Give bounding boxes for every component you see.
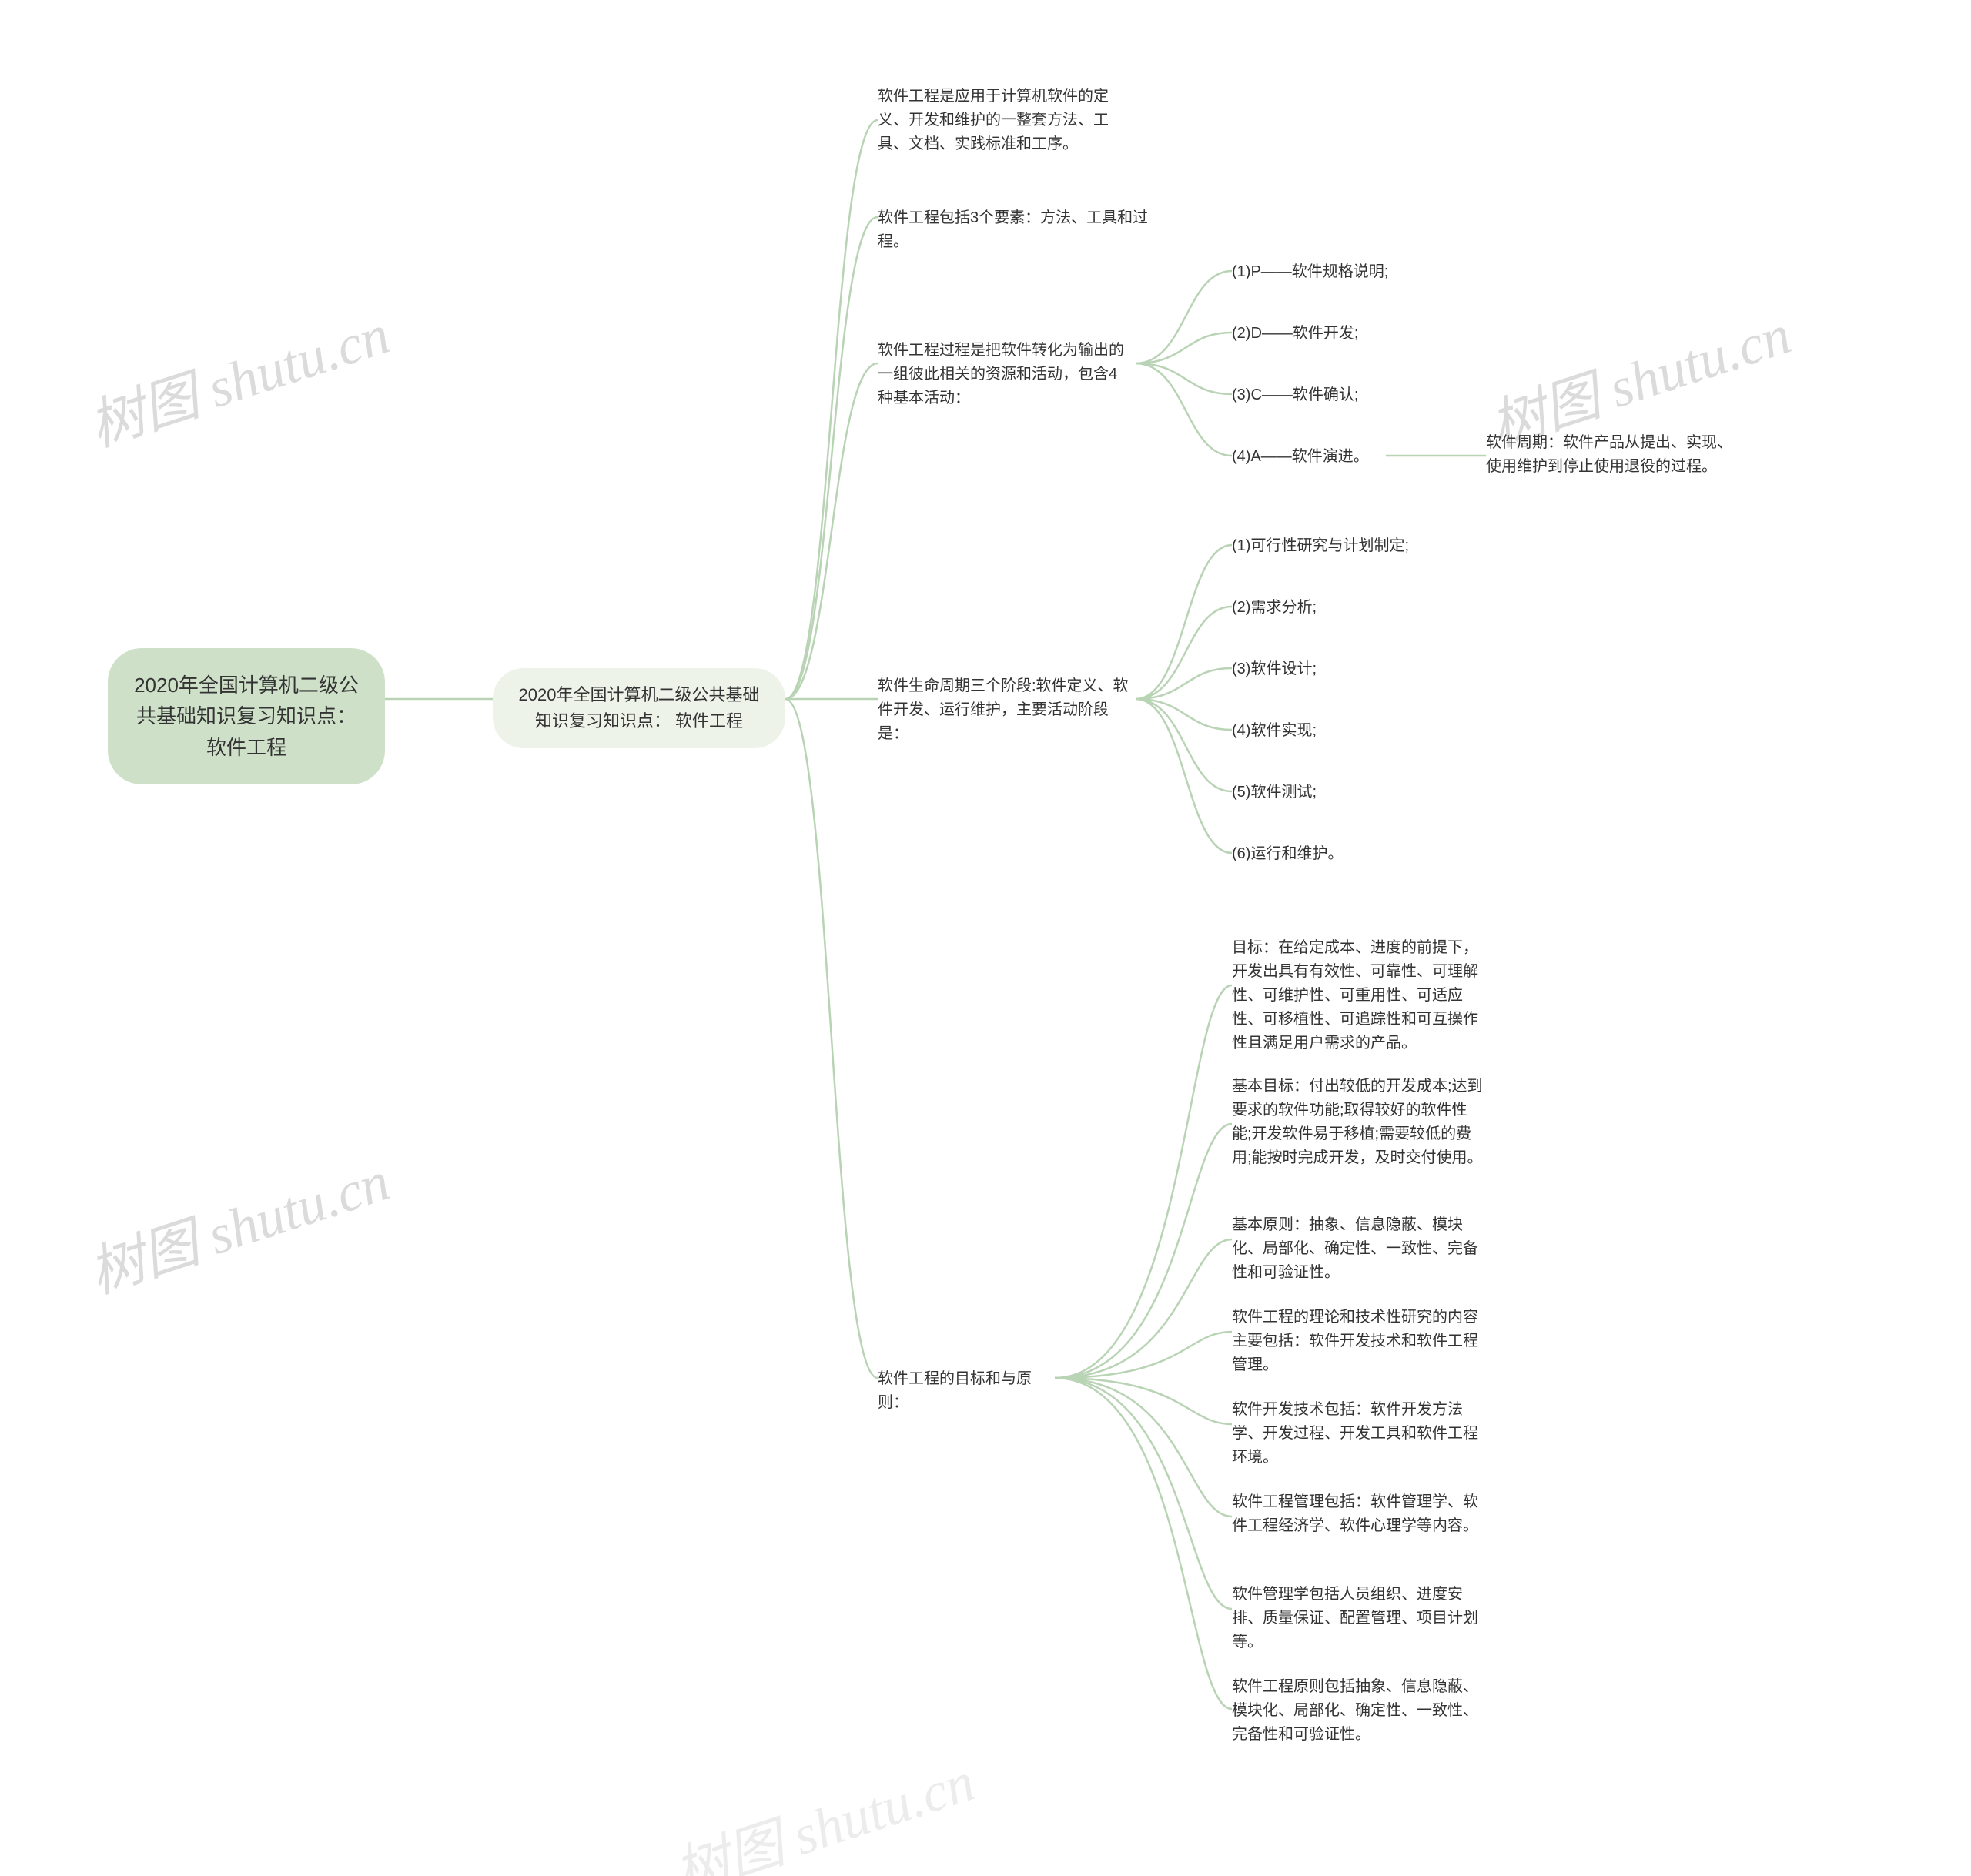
watermark: 树图 shutu.cn [77,1135,398,1309]
process-item-a[interactable]: (4)A——软件演进。 [1232,445,1386,469]
lifecycle-item-4[interactable]: (4)软件实现; [1232,719,1447,743]
watermark: 树图 shutu.cn [662,1736,983,1876]
goals-item-2[interactable]: 基本目标：付出较低的开发成本;达到要求的软件功能;取得较好的软件性能;开发软件易… [1232,1075,1486,1170]
lifecycle-item-6[interactable]: (6)运行和维护。 [1232,842,1447,866]
goals-item-6[interactable]: 软件工程管理包括：软件管理学、软件工程经济学、软件心理学等内容。 [1232,1490,1486,1538]
goals-item-8[interactable]: 软件工程原则包括抽象、信息隐蔽、模块化、局部化、确定性、一致性、完备性和可验证性… [1232,1675,1486,1747]
sub-node[interactable]: 2020年全国计算机二级公共基础知识复习知识点： 软件工程 [493,668,785,748]
goals-item-5[interactable]: 软件开发技术包括：软件开发方法学、开发过程、开发工具和软件工程环境。 [1232,1398,1486,1470]
branch-lifecycle[interactable]: 软件生命周期三个阶段:软件定义、软件开发、运行维护，主要活动阶段是： [878,674,1132,746]
lifecycle-item-5[interactable]: (5)软件测试; [1232,781,1447,804]
mindmap-canvas: 树图 shutu.cn 树图 shutu.cn 树图 shutu.cn 树图 s… [0,0,1971,1876]
root-node[interactable]: 2020年全国计算机二级公共基础知识复习知识点：软件工程 [108,648,385,784]
lifecycle-item-2[interactable]: (2)需求分析; [1232,596,1447,620]
branch-process[interactable]: 软件工程过程是把软件转化为输出的一组彼此相关的资源和活动，包含4种基本活动： [878,339,1132,410]
process-item-a-note[interactable]: 软件周期：软件产品从提出、实现、使用维护到停止使用退役的过程。 [1486,431,1740,479]
branch-goals-principles[interactable]: 软件工程的目标和与原则： [878,1367,1055,1415]
lifecycle-item-1[interactable]: (1)可行性研究与计划制定; [1232,534,1447,558]
goals-item-4[interactable]: 软件工程的理论和技术性研究的内容主要包括：软件开发技术和软件工程管理。 [1232,1306,1486,1377]
goals-item-7[interactable]: 软件管理学包括人员组织、进度安排、质量保证、配置管理、项目计划等。 [1232,1583,1486,1654]
process-item-c[interactable]: (3)C——软件确认; [1232,383,1432,407]
goals-item-3[interactable]: 基本原则：抽象、信息隐蔽、模块化、局部化、确定性、一致性、完备性和可验证性。 [1232,1213,1486,1285]
process-item-d[interactable]: (2)D——软件开发; [1232,322,1432,346]
goals-item-1[interactable]: 目标：在给定成本、进度的前提下，开发出具有有效性、可靠性、可理解性、可维护性、可… [1232,936,1486,1055]
lifecycle-item-3[interactable]: (3)软件设计; [1232,657,1447,681]
branch-definition[interactable]: 软件工程是应用于计算机软件的定义、开发和维护的一整套方法、工具、文档、实践标准和… [878,85,1132,156]
watermark: 树图 shutu.cn [77,289,398,462]
process-item-p[interactable]: (1)P——软件规格说明; [1232,260,1432,284]
connector-layer [0,0,1971,1876]
branch-elements[interactable]: 软件工程包括3个要素：方法、工具和过程。 [878,206,1170,254]
